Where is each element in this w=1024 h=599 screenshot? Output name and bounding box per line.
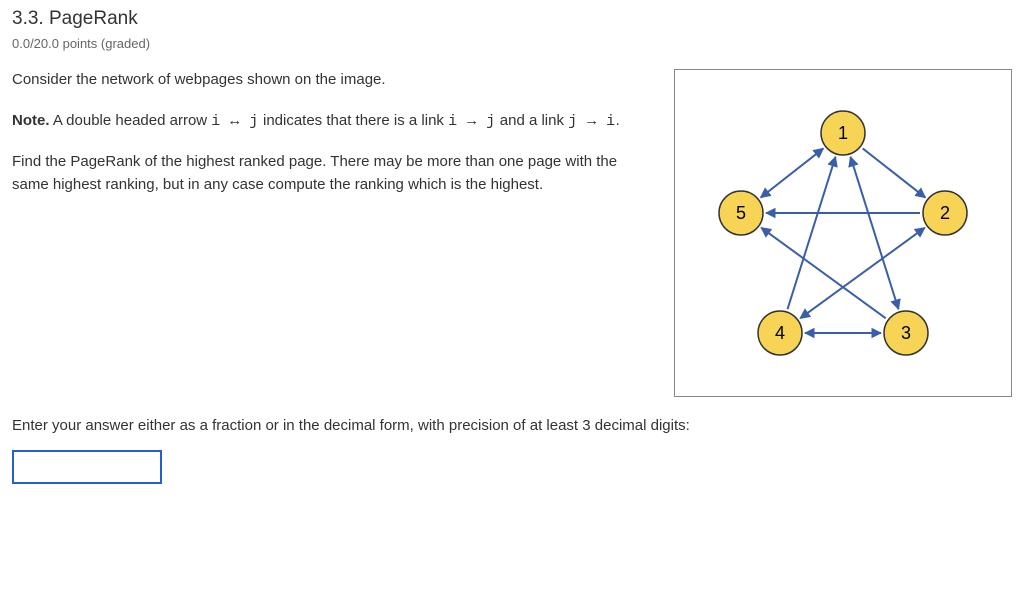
note-code1: i ↔ j	[211, 113, 259, 130]
svg-text:5: 5	[736, 203, 746, 223]
note-code3: j → i	[568, 113, 616, 130]
points-text: 0.0/20.0 points (graded)	[12, 36, 1012, 51]
intro-paragraph: Consider the network of webpages shown o…	[12, 69, 654, 92]
answer-input[interactable]	[12, 450, 162, 484]
task-paragraph: Find the PageRank of the highest ranked …	[12, 151, 654, 196]
node-1: 1	[821, 111, 865, 155]
svg-text:3: 3	[901, 323, 911, 343]
node-3: 3	[884, 311, 928, 355]
edge-1-2	[863, 148, 926, 197]
content-wrap: Consider the network of webpages shown o…	[12, 69, 1012, 397]
edge-4-1	[788, 157, 836, 309]
note-code2: i → j	[448, 113, 496, 130]
network-diagram: 1 2 3 4 5	[693, 88, 993, 378]
node-4: 4	[758, 311, 802, 355]
note-seg2: indicates that there is a link	[259, 112, 448, 129]
note-seg1: A double headed arrow	[50, 112, 212, 129]
note-seg4: .	[616, 112, 620, 129]
text-column: Consider the network of webpages shown o…	[12, 69, 664, 397]
svg-text:1: 1	[838, 123, 848, 143]
edge-5-1	[761, 148, 824, 197]
svg-text:4: 4	[775, 323, 785, 343]
note-paragraph: Note. A double headed arrow i ↔ j indica…	[12, 110, 654, 134]
edge-3-5	[761, 228, 886, 319]
answer-prompt: Enter your answer either as a fraction o…	[12, 417, 1012, 434]
problem-title: 3.3. PageRank	[12, 8, 1012, 30]
edge-1-3	[851, 157, 899, 309]
note-label: Note.	[12, 112, 50, 129]
diagram-container: 1 2 3 4 5	[674, 69, 1012, 397]
edge-2-4	[800, 228, 925, 319]
diagram-column: 1 2 3 4 5	[674, 69, 1012, 397]
note-seg3: and a link	[496, 112, 569, 129]
node-5: 5	[719, 191, 763, 235]
node-2: 2	[923, 191, 967, 235]
svg-text:2: 2	[940, 203, 950, 223]
